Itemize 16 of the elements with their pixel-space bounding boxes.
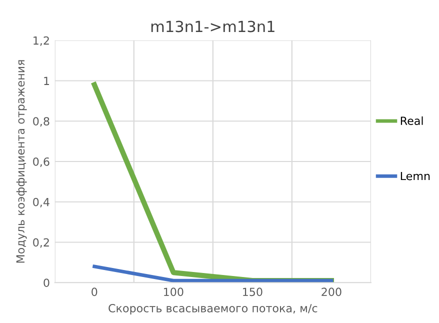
y-tick-label: 0,8 bbox=[33, 117, 50, 127]
y-axis-title: Модуль коэффициента отражения bbox=[16, 60, 27, 263]
y-tick-label: 0,6 bbox=[33, 157, 50, 168]
legend-label: Real bbox=[400, 116, 423, 126]
y-tick-label: 1 bbox=[44, 76, 49, 85]
chart-title: m13n1->m13n1 bbox=[151, 20, 274, 32]
y-tick-label: 0,4 bbox=[33, 198, 50, 208]
x-tick-label: 100 bbox=[164, 288, 184, 296]
x-tick-label: 200 bbox=[322, 288, 342, 296]
legend-label: Lemn bbox=[400, 172, 430, 180]
y-tick-label: 1,2 bbox=[34, 36, 49, 46]
x-tick-label: 150 bbox=[243, 288, 262, 296]
x-tick-label: 0 bbox=[92, 288, 98, 296]
y-tick-label: 0 bbox=[44, 278, 50, 288]
y-tick-label: 0,2 bbox=[33, 238, 49, 248]
x-axis-title: Скорость всасываемого потока, м/с bbox=[108, 304, 318, 315]
